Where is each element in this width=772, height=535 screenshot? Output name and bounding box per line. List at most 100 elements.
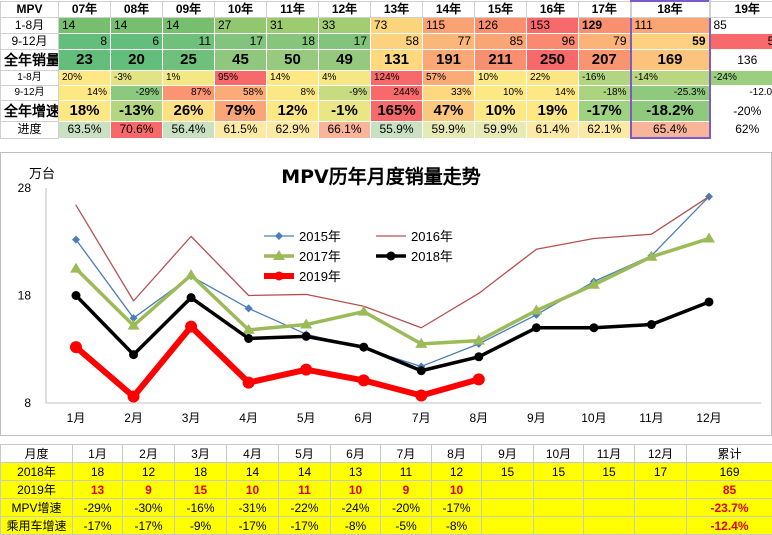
year-header: 18年 bbox=[631, 1, 710, 18]
summary-cell: 191 bbox=[423, 50, 475, 71]
monthly-cell bbox=[482, 481, 534, 499]
row-label: 全年增速 bbox=[1, 101, 59, 122]
x-tick-label: 2月 bbox=[124, 411, 143, 425]
summary-cell: 59.9% bbox=[475, 122, 527, 139]
series-line bbox=[76, 197, 709, 367]
monthly-cell bbox=[482, 517, 534, 535]
row-label: 1-8月 bbox=[1, 71, 59, 86]
monthly-row: 乘用车增速-17%-17%-9%-17%-17%-8%-5%-8%-12.4% bbox=[1, 517, 772, 535]
year-header: 15年 bbox=[475, 1, 527, 18]
summary-cell: 23 bbox=[59, 50, 111, 71]
monthly-cell: 18 bbox=[73, 463, 123, 481]
summary-cell: 124% bbox=[371, 71, 423, 86]
summary-cell: 25 bbox=[163, 50, 215, 71]
year-header: 12年 bbox=[319, 1, 371, 18]
x-tick-label: 11月 bbox=[639, 411, 663, 425]
monthly-cell: 12 bbox=[432, 463, 482, 481]
year-header: 19年 bbox=[710, 1, 772, 18]
summary-cell: 153 bbox=[527, 18, 579, 34]
monthly-cell: 11 bbox=[381, 463, 432, 481]
summary-cell: 61.4% bbox=[527, 122, 579, 139]
monthly-cell bbox=[584, 517, 635, 535]
monthly-cell: -29% bbox=[73, 499, 123, 517]
year-header: 13年 bbox=[371, 1, 423, 18]
data-point bbox=[244, 334, 253, 343]
summary-cell: 56.4% bbox=[163, 122, 215, 139]
summary-cell: 211 bbox=[475, 50, 527, 71]
summary-cell: 244% bbox=[371, 86, 423, 101]
data-point bbox=[300, 364, 312, 376]
data-point bbox=[185, 321, 197, 333]
summary-cell: 8 bbox=[59, 34, 111, 50]
summary-cell: 62% bbox=[710, 122, 772, 139]
row-label: 1-8月 bbox=[1, 18, 59, 34]
summary-corner-label: MPV bbox=[1, 1, 59, 18]
summary-cell: 70.6% bbox=[111, 122, 163, 139]
data-point bbox=[358, 374, 370, 386]
monthly-cell bbox=[635, 517, 687, 535]
summary-cell: -18.2% bbox=[631, 101, 710, 122]
summary-cell: 1% bbox=[163, 71, 215, 86]
x-tick-label: 9月 bbox=[527, 411, 546, 425]
summary-cell: 58% bbox=[215, 86, 267, 101]
summary-cell: -9% bbox=[319, 86, 371, 101]
legend-label: 2018年 bbox=[411, 249, 453, 264]
summary-cell: 10% bbox=[475, 71, 527, 86]
year-header: 14年 bbox=[423, 1, 475, 18]
summary-cell: 17 bbox=[215, 34, 267, 50]
monthly-cell: -24% bbox=[331, 499, 381, 517]
summary-cell: 129 bbox=[579, 18, 631, 34]
summary-cell: 8% bbox=[267, 86, 319, 101]
monthly-cell: 10 bbox=[432, 481, 482, 499]
summary-cell: 79 bbox=[579, 34, 631, 50]
summary-cell: 59 bbox=[631, 34, 710, 50]
y-tick-label: 8 bbox=[24, 396, 31, 410]
monthly-row-label: MPV增速 bbox=[1, 499, 73, 517]
monthly-cell: 10 bbox=[331, 481, 381, 499]
monthly-cell: 15 bbox=[482, 463, 534, 481]
summary-row: 9-12月861117181758778596795952 bbox=[1, 34, 772, 50]
data-point bbox=[474, 352, 483, 361]
summary-cell: 4% bbox=[319, 71, 371, 86]
summary-cell: -16% bbox=[579, 71, 631, 86]
summary-cell: 96 bbox=[527, 34, 579, 50]
monthly-cell: -31% bbox=[227, 499, 279, 517]
monthly-header-cell: 7月 bbox=[381, 445, 432, 463]
monthly-cell: 12 bbox=[123, 463, 175, 481]
summary-cell: 111 bbox=[631, 18, 710, 34]
summary-cell: 22% bbox=[527, 71, 579, 86]
monthly-cell bbox=[635, 481, 687, 499]
summary-cell: 6 bbox=[111, 34, 163, 50]
series-line bbox=[76, 197, 709, 328]
summary-cell: 57% bbox=[423, 71, 475, 86]
summary-cell: -29% bbox=[111, 86, 163, 101]
monthly-header-cell: 1月 bbox=[73, 445, 123, 463]
monthly-cell: 169 bbox=[687, 463, 772, 481]
monthly-cell: 13 bbox=[73, 481, 123, 499]
monthly-header-cell: 2月 bbox=[123, 445, 175, 463]
data-point bbox=[415, 389, 427, 401]
data-point bbox=[72, 291, 81, 300]
monthly-cell bbox=[534, 499, 584, 517]
summary-cell: 11 bbox=[163, 34, 215, 50]
summary-cell: 55.9% bbox=[371, 122, 423, 139]
data-point bbox=[243, 377, 255, 389]
data-point bbox=[359, 343, 368, 352]
summary-cell: 73 bbox=[371, 18, 423, 34]
data-point bbox=[473, 373, 485, 385]
monthly-cell: -16% bbox=[175, 499, 227, 517]
x-tick-label: 3月 bbox=[182, 411, 201, 425]
summary-cell: -20% bbox=[710, 101, 772, 122]
summary-cell: 18% bbox=[59, 101, 111, 122]
summary-cell: 47% bbox=[423, 101, 475, 122]
summary-cell: 14% bbox=[527, 86, 579, 101]
data-point bbox=[589, 323, 598, 332]
y-tick-label: 18 bbox=[18, 289, 32, 303]
data-point bbox=[417, 366, 426, 375]
